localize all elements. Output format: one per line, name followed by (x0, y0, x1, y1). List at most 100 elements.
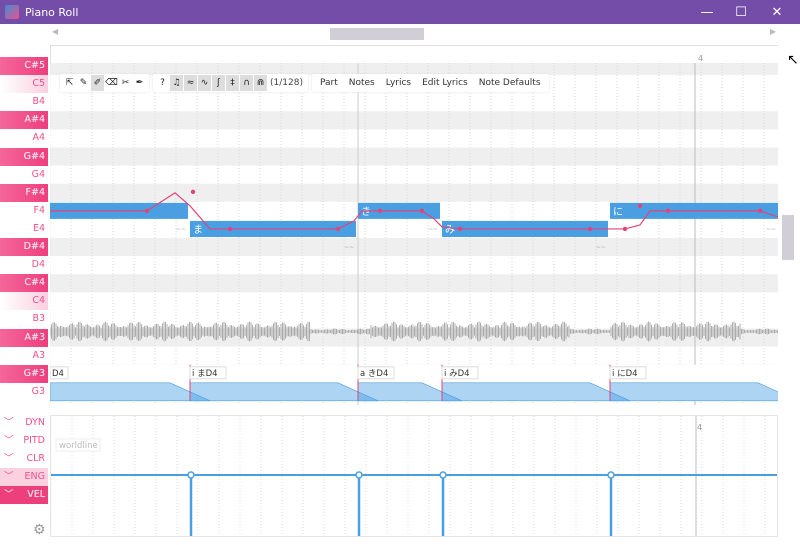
hint-bg (55, 438, 101, 452)
menu-notes[interactable]: Notes (348, 78, 375, 88)
pencil-icon[interactable]: ✎ (79, 78, 88, 88)
scroll-left-icon[interactable]: ◀ (52, 27, 59, 36)
phoneme-label: D4 (52, 369, 64, 379)
piano-key-gsharp3[interactable]: G#3 (0, 364, 48, 383)
pitch-icon[interactable]: ≈ (184, 75, 197, 91)
black-key-row (50, 238, 778, 257)
piano-key-fsharp4[interactable]: F#4 (0, 183, 48, 202)
piano-key-f4[interactable]: F4 (0, 201, 48, 220)
velocity-handle (355, 471, 363, 479)
eraser-icon[interactable]: ⌫ (105, 78, 118, 88)
maximize-button[interactable]: ☐ (735, 4, 747, 20)
vibrato-marker: ~~ (176, 226, 186, 233)
app-icon (5, 5, 19, 19)
expression-hint: worldline (59, 441, 98, 451)
piano-key-dsharp4[interactable]: D#4 (0, 238, 48, 256)
phoneme-label-bg (441, 366, 479, 380)
vibrato-marker: ~~ (596, 244, 606, 251)
pitch-point (637, 203, 643, 209)
velocity-handle (187, 471, 195, 479)
menu-note-defaults[interactable]: Note Defaults (478, 78, 541, 88)
expression-vel[interactable]: ﹀ VEL (0, 486, 48, 504)
piano-roll-canvas[interactable]: ~~ ま ~~ き ~~ み ~~ に ~~ D4 i まD4 a きD4 i みD4 i にD4 (50, 63, 778, 405)
toolbar: ⇱ ✎ ✐ ⌫ ✂ ✒ ? ♫ ≈ ∿ ʃ ‡ ∩ ⋒ (1/128) Part Notes Lyrics Ed… (60, 74, 549, 92)
piano-key-g4[interactable]: G4 (0, 165, 48, 184)
phoneme-label-bg (50, 366, 69, 380)
horizontal-scroll-thumb[interactable] (330, 28, 424, 40)
piano-key-csharp5[interactable]: C#5 (0, 57, 48, 75)
piano-key-e4[interactable]: E4 (0, 219, 48, 238)
expression-pitd[interactable]: ﹀ PITD (0, 432, 48, 450)
expression-dyn[interactable]: ﹀ DYN (0, 414, 48, 432)
chevron-down-icon[interactable]: ﹀ (4, 489, 14, 500)
chevron-down-icon[interactable]: ﹀ (4, 435, 14, 446)
note-lyric: み (445, 225, 455, 236)
vertical-scrollbar[interactable] (781, 45, 795, 405)
chevron-down-icon[interactable]: ﹀ (4, 471, 14, 482)
expression-name: DYN (25, 417, 45, 428)
expression-name: VEL (27, 489, 45, 500)
timeline-ruler[interactable]: 4 (50, 45, 778, 63)
note-icon[interactable]: ♫ (170, 75, 183, 91)
pointer-icon[interactable]: ⇱ (65, 78, 74, 88)
piano-key-a4[interactable]: A4 (0, 129, 48, 148)
vibrato-marker: ~~ (344, 244, 354, 251)
title-bar: Piano Roll — ☐ ✕ (0, 0, 800, 24)
chevron-down-icon[interactable]: ﹀ (4, 417, 14, 428)
pitch-point (622, 226, 628, 232)
piano-key-asharp4[interactable]: A#4 (0, 111, 48, 130)
scroll-right-icon[interactable]: ▶ (769, 27, 776, 36)
expression-name: PITD (23, 435, 45, 446)
expression-clr[interactable]: ﹀ CLR (0, 450, 48, 468)
piano-key-b3[interactable]: B3 (0, 310, 48, 329)
menu-lyrics[interactable]: Lyrics (385, 78, 412, 88)
curve-icon[interactable]: ∿ (198, 75, 211, 91)
horizontal-scrollbar[interactable]: ◀ ▶ (50, 27, 778, 41)
piano-key-g3[interactable]: G3 (0, 382, 48, 401)
mouse-cursor-icon: ↖ (787, 52, 799, 68)
phoneme-label-bg (357, 366, 395, 380)
bar-number: 4 (698, 54, 704, 63)
vibrato-marker: ~~ (766, 226, 776, 233)
piano-key-asharp3[interactable]: A#3 (0, 328, 48, 347)
expression-canvas[interactable]: 4 worldline (50, 415, 778, 537)
waveform (50, 321, 778, 342)
snap-value[interactable]: (1/128) (270, 78, 303, 88)
piano-key-d4[interactable]: D4 (0, 256, 48, 275)
menu-edit-lyrics[interactable]: Edit Lyrics (422, 78, 468, 88)
menu-part[interactable]: Part (319, 78, 338, 88)
knife-icon[interactable]: ✂ (121, 78, 130, 88)
piano-key-csharp4[interactable]: C#4 (0, 274, 48, 293)
pitch-point (587, 226, 593, 232)
expression-name: CLR (26, 453, 45, 464)
velocity-handle (607, 471, 615, 479)
expression-eng[interactable]: ﹀ ENG (0, 468, 48, 486)
envelope-icon[interactable]: ∩ (240, 75, 253, 91)
pitch-point (757, 208, 763, 214)
note-lyric: ま (193, 224, 203, 236)
vibrato-icon[interactable]: ʃ (212, 75, 225, 91)
velocity-handle (439, 471, 447, 479)
pitch-point (190, 189, 196, 195)
chevron-down-icon[interactable]: ﹀ (4, 453, 14, 464)
magic-pencil-icon[interactable]: ✐ (91, 75, 104, 91)
piano-key-gsharp4[interactable]: G#4 (0, 147, 48, 166)
phoneme-icon[interactable]: ‡ (226, 75, 239, 91)
minimize-button[interactable]: — (700, 4, 714, 20)
pitch-point (665, 208, 671, 214)
piano-key-b4[interactable]: B4 (0, 93, 48, 112)
piano-keys: C#5 C5 B4 A#4 A4 G#4 G4 F#4 F4 E4 D#4 D4 C#4 C4 B3 A#3 A… (0, 57, 48, 405)
close-button[interactable]: ✕ (771, 4, 783, 20)
help-icon[interactable]: ? (160, 78, 165, 88)
vertical-scroll-thumb[interactable] (782, 215, 794, 260)
phoneme-envelope (609, 382, 778, 402)
pen-icon[interactable]: ✒ (135, 78, 144, 88)
note-lyric: き (361, 206, 371, 218)
piano-key-a3[interactable]: A3 (0, 346, 48, 365)
vibrato-marker: ~~ (428, 226, 438, 233)
pitch-point (144, 208, 150, 214)
piano-key-c5[interactable]: C5 (0, 75, 48, 94)
piano-key-c4[interactable]: C4 (0, 292, 48, 311)
gear-icon[interactable]: ⚙ (33, 522, 46, 538)
snap-icon[interactable]: ⋒ (254, 75, 267, 91)
